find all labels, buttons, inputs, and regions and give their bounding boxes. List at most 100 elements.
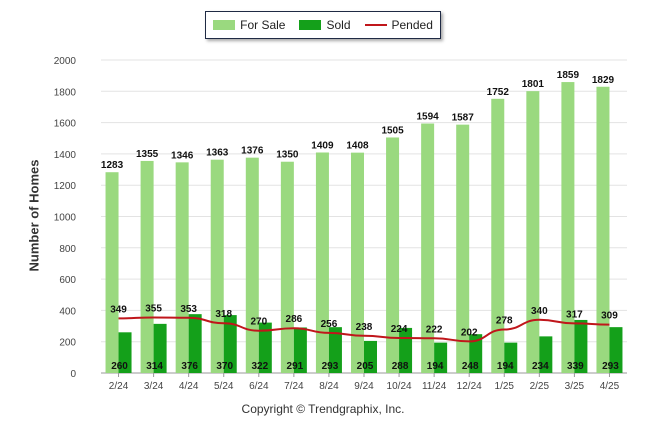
data-label-sold: 370 [216,361,233,372]
x-tick-label: 7/24 [284,381,304,392]
data-label-sold: 322 [251,361,268,372]
data-label-for-sale: 1752 [487,87,510,98]
x-tick-label: 2/24 [109,381,129,392]
bar-for-sale [526,91,540,374]
data-label-for-sale: 1829 [592,75,615,86]
x-tick-label: 3/25 [565,381,585,392]
data-label-pended: 349 [110,304,127,315]
legend-item-for-sale: For Sale [213,18,285,32]
x-tick-label: 3/24 [144,381,164,392]
data-label-sold: 194 [427,361,444,372]
data-label-sold: 376 [181,361,198,372]
y-tick-label: 1200 [54,181,77,192]
y-tick-label: 800 [59,244,76,255]
bar-sold [328,327,342,373]
legend-label-for-sale: For Sale [240,18,286,32]
data-label-for-sale: 1587 [452,113,475,124]
data-label-pended: 340 [531,306,548,317]
x-tick-label: 2/25 [530,381,550,392]
bar-sold [434,342,448,373]
data-label-pended: 317 [566,309,583,320]
y-tick-label: 2000 [54,56,77,67]
bar-sold [258,322,272,373]
bar-for-sale [315,152,329,373]
bar-for-sale [280,161,294,373]
legend-swatch-for-sale [213,20,236,30]
x-tick-label: 10/24 [387,381,412,392]
data-label-sold: 260 [111,361,128,372]
legend-swatch-sold [299,20,322,30]
data-label-sold: 293 [602,361,619,372]
bar-sold [293,327,307,373]
data-label-sold: 314 [146,361,163,372]
data-label-for-sale: 1376 [241,146,264,157]
y-tick-label: 200 [59,338,76,349]
bar-for-sale [140,160,154,373]
bar-sold [118,332,132,373]
data-label-sold: 339 [567,361,584,372]
data-label-pended: 224 [391,324,408,335]
bar-for-sale [596,86,610,373]
chart-legend: For Sale Sold Pended [205,11,441,39]
bar-for-sale [351,152,364,373]
data-label-pended: 238 [356,322,373,333]
data-label-pended: 353 [180,304,197,315]
bar-for-sale [105,172,119,373]
legend-item-sold: Sold [299,18,351,32]
bar-sold [504,342,518,373]
bar-sold [223,315,237,373]
bar-for-sale [456,124,470,374]
data-label-pended: 355 [145,303,162,314]
data-label-sold: 234 [532,361,549,372]
bar-sold [364,340,377,373]
data-label-sold: 291 [287,361,304,372]
bar-for-sale [386,137,400,373]
data-label-sold: 205 [357,361,374,372]
x-tick-label: 4/25 [600,381,620,392]
legend-swatch-pended [364,24,387,26]
bar-for-sale [421,123,435,373]
data-label-pended: 309 [601,311,618,322]
y-tick-label: 0 [70,369,76,380]
data-label-pended: 222 [426,324,443,335]
data-label-sold: 248 [462,361,479,372]
data-label-pended: 270 [250,317,267,328]
bar-for-sale [245,157,259,373]
data-label-pended: 256 [321,319,338,330]
data-label-for-sale: 1859 [557,70,580,81]
bar-for-sale [561,82,575,373]
x-tick-label: 12/24 [457,381,482,392]
data-label-pended: 278 [496,315,513,326]
y-tick-label: 1000 [54,213,77,224]
y-tick-label: 600 [59,275,76,286]
x-tick-label: 6/24 [249,381,269,392]
copyright-text: Copyright © Trendgraphix, Inc. [241,402,405,416]
line-pended [118,316,610,343]
bar-for-sale [175,162,189,373]
bar-sold [574,319,588,373]
y-axis-title: Number of Homes [26,159,42,272]
x-tick-label: 11/24 [422,381,447,392]
bar-sold [469,334,483,373]
data-label-for-sale: 1350 [276,150,299,161]
legend-label-sold: Sold [326,18,351,32]
data-label-for-sale: 1801 [522,79,545,90]
x-tick-label: 1/25 [495,381,515,392]
legend-label-pended: Pended [391,18,433,32]
data-label-pended: 286 [286,314,303,325]
data-label-sold: 293 [322,361,339,372]
y-tick-label: 1800 [54,87,77,98]
data-label-for-sale: 1594 [417,112,440,123]
data-label-pended: 202 [461,327,478,338]
data-label-for-sale: 1408 [346,141,369,152]
data-label-sold: 288 [392,361,409,372]
y-tick-label: 1400 [54,150,77,161]
data-label-for-sale: 1355 [136,149,159,160]
bar-sold [153,323,167,373]
data-label-for-sale: 1363 [206,148,229,159]
bar-sold [188,314,202,373]
data-label-for-sale: 1283 [101,160,124,171]
data-label-for-sale: 1409 [311,140,334,151]
bar-sold [539,336,553,373]
